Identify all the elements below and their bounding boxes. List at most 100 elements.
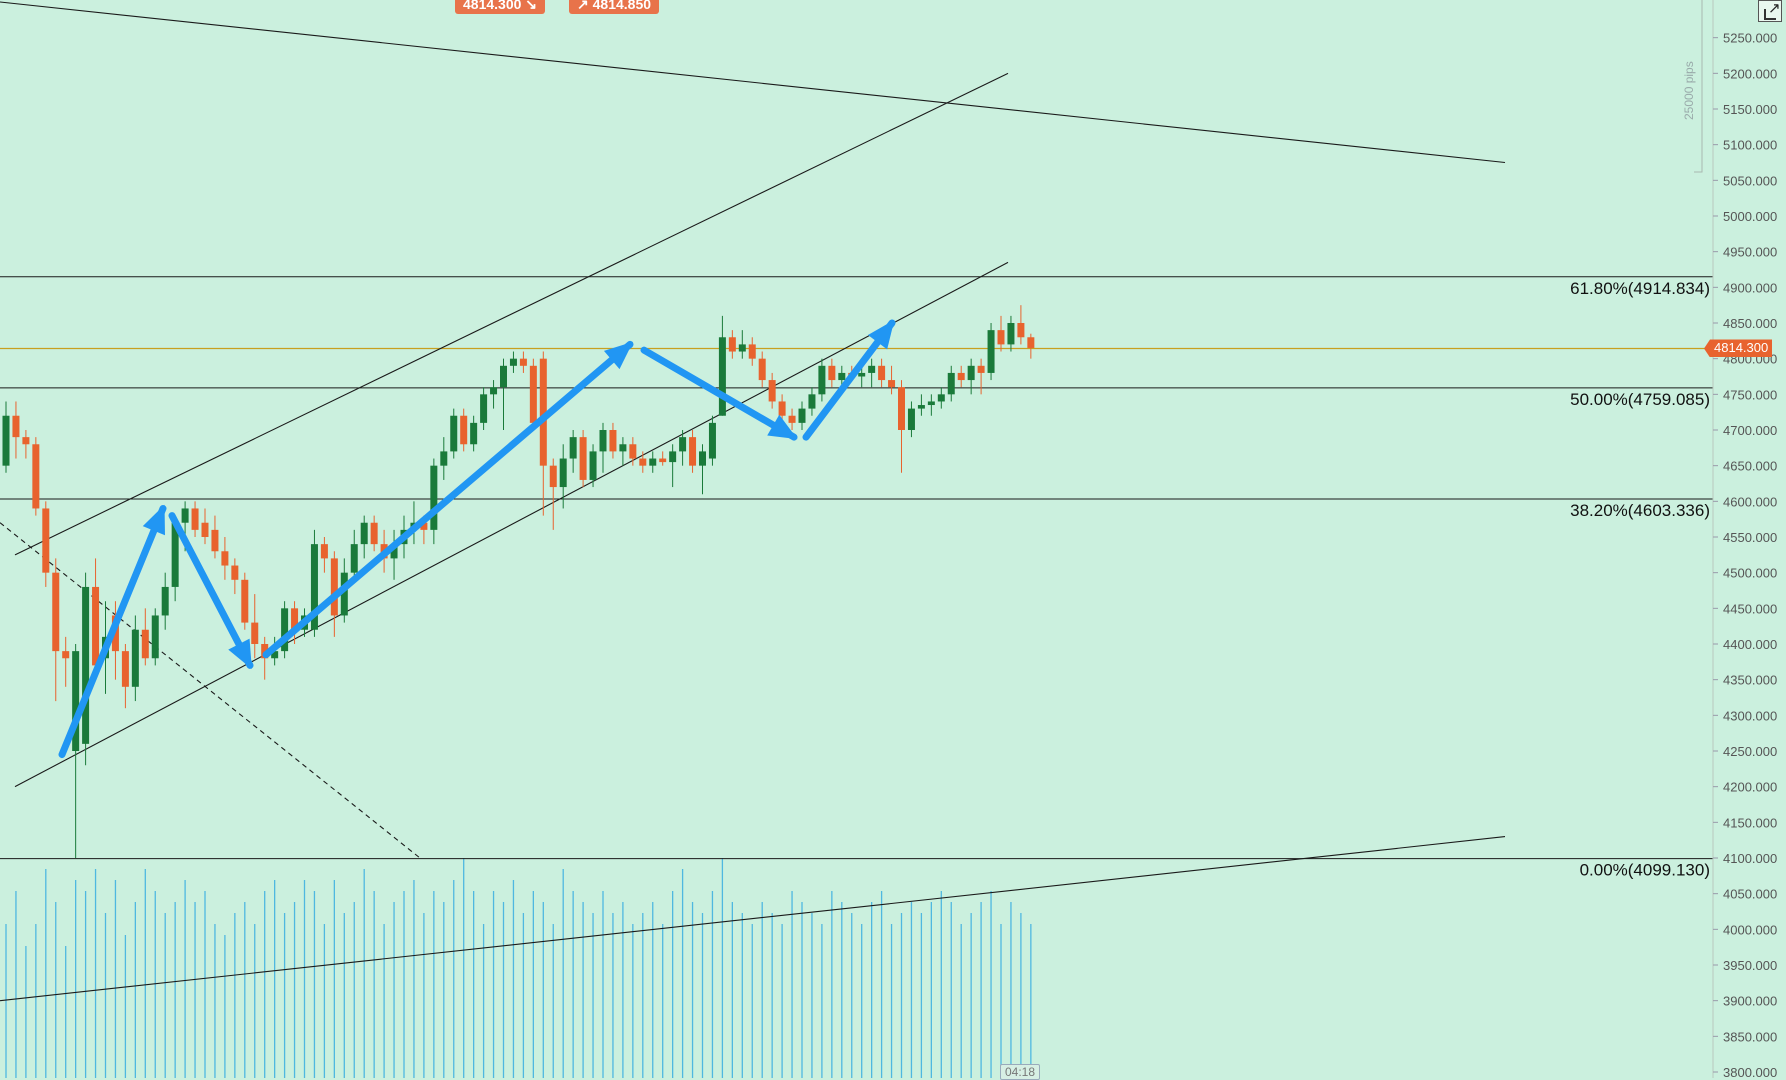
candle-body [997,330,1005,345]
candle [818,358,826,402]
candle-body [330,558,338,616]
candle [649,451,657,473]
time-label: 04:18 [1000,1064,1041,1080]
candle [629,437,637,466]
y-tick-label: 5000.000 [1723,209,1777,224]
y-tick-label: 5150.000 [1723,102,1777,117]
candle-body [828,365,836,381]
candle-body [251,622,259,644]
candle-body [370,522,378,545]
candle [778,394,786,423]
candle [360,515,368,559]
candle-body [778,401,786,416]
candle-body [977,365,985,373]
candle [291,601,299,644]
candle-body [291,608,299,630]
candle [967,358,975,395]
y-tick-label: 3850.000 [1723,1029,1777,1044]
candle-body [2,415,10,466]
trend-arrow-shaft [640,346,798,441]
candle-body [529,365,537,423]
candle-body [390,544,398,559]
candle [579,430,587,488]
y-tick-label: 5250.000 [1723,31,1777,46]
candle-body [350,544,358,573]
candle-body [430,465,438,530]
candle-body [589,451,597,480]
y-tick-label: 4850.000 [1723,316,1777,331]
candle-body [878,365,886,381]
buy-price-button[interactable]: ↗ 4814.850 [569,0,660,14]
candle [201,508,209,545]
candle-body [72,651,80,751]
candle-body [32,444,40,509]
candle [2,401,10,473]
y-tick-label: 4200.000 [1723,780,1777,795]
candle-body [937,394,945,402]
candle [927,394,935,416]
candle-body [559,458,567,488]
candle-body [699,451,706,466]
y-tick-label: 3900.000 [1723,994,1777,1009]
candle-body [947,372,955,395]
candle [509,351,517,373]
candle-body [728,337,736,352]
candle [699,444,706,495]
candle-body [52,572,60,652]
y-tick-label: 4900.000 [1723,280,1777,295]
candle [957,365,965,388]
candle [141,608,149,666]
candle [52,558,60,702]
candle [987,323,995,381]
candle-body [82,586,90,744]
candle [758,351,766,388]
candle [898,380,905,473]
current-price-badge: 4814.300 [1704,339,1773,358]
candle-body [768,380,776,402]
candle [22,430,30,459]
y-tick-label: 5050.000 [1723,173,1777,188]
candle [529,358,537,430]
popout-icon[interactable] [1758,0,1782,22]
trend-arrow-head [228,638,252,669]
candle-body [22,437,30,445]
fib-level-label: 0.00%(4099.130) [1580,861,1710,880]
candle [669,444,677,488]
candle [619,437,627,466]
candle-body [669,451,677,463]
candle-body [1007,323,1015,345]
y-tick-label: 4150.000 [1723,815,1777,830]
trend-arrow-head [142,504,165,536]
candle-body [659,458,667,463]
candle [320,537,328,573]
candle-body [539,358,547,466]
candle [470,415,478,452]
y-tick-label: 5200.000 [1723,66,1777,81]
candle-body [450,415,458,452]
candle [539,351,547,516]
sell-price-button[interactable]: 4814.300 ↘ [455,0,546,14]
candle [788,408,796,430]
y-tick-label: 4100.000 [1723,851,1777,866]
trendline [0,836,1506,1002]
candle [350,529,358,580]
candle [241,572,249,630]
candle-body [868,365,876,373]
trend-arrow-shaft [58,504,167,759]
candle-body [1017,323,1025,338]
candle [808,387,816,416]
candle [440,437,448,480]
candle [72,644,80,858]
candle-body [420,522,428,530]
candle [997,315,1005,352]
candle-body [798,408,806,423]
candle [609,422,617,459]
pips-measure-label: 25000 pips [1682,61,1696,120]
candle [977,358,985,395]
candle-body [62,651,70,659]
candle [231,558,239,595]
candle-body [718,337,726,416]
candle-body [967,365,975,381]
